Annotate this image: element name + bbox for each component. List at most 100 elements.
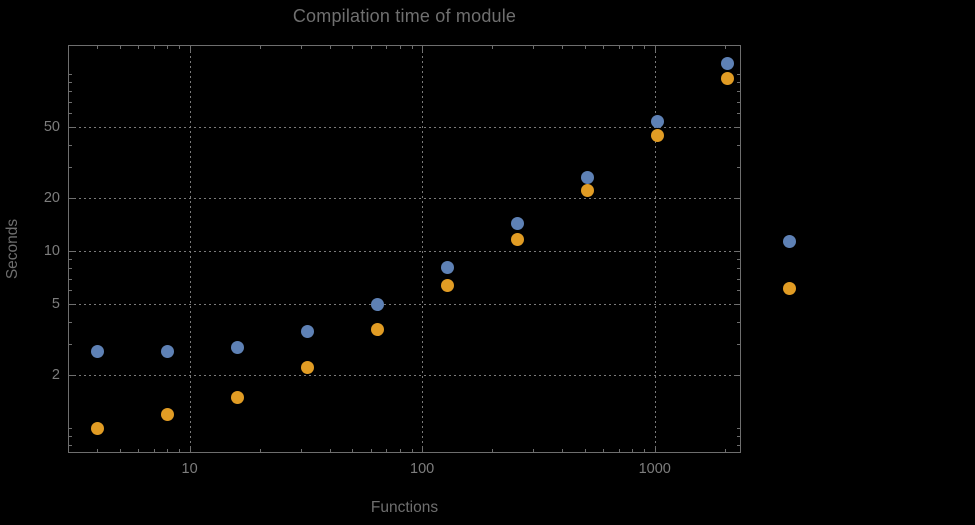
x-tick bbox=[154, 449, 155, 452]
y-tick-label: 20 bbox=[43, 189, 60, 206]
x-tick bbox=[386, 449, 387, 452]
y-tick bbox=[69, 375, 75, 376]
data-point-series-blue bbox=[230, 341, 244, 355]
x-tick bbox=[400, 449, 401, 452]
x-tick-mirror bbox=[492, 46, 493, 49]
x-tick-label: 1000 bbox=[638, 461, 671, 477]
y-tick-mirror bbox=[737, 436, 740, 437]
data-point-series-orange bbox=[720, 72, 734, 86]
data-point-series-blue bbox=[370, 297, 384, 311]
y-axis-label: Seconds bbox=[4, 218, 21, 280]
x-tick-mirror bbox=[97, 46, 98, 49]
y-tick bbox=[69, 279, 72, 280]
y-tick-mirror bbox=[734, 375, 740, 376]
y-tick-mirror bbox=[737, 113, 740, 114]
x-tick-mirror bbox=[585, 46, 586, 49]
x-tick-mirror bbox=[138, 46, 139, 49]
x-tick bbox=[330, 449, 331, 452]
data-point-series-orange bbox=[300, 361, 314, 375]
x-axis-label: Functions bbox=[370, 499, 439, 516]
x-tick bbox=[644, 449, 645, 452]
y-tick bbox=[69, 102, 72, 103]
x-tick bbox=[301, 449, 302, 452]
x-tick-mirror bbox=[533, 46, 534, 49]
y-tick-label: 50 bbox=[43, 119, 60, 136]
y-tick bbox=[69, 198, 75, 199]
y-tick-mirror bbox=[734, 127, 740, 128]
x-tick-mirror bbox=[619, 46, 620, 49]
legend-marker-series-orange bbox=[783, 282, 796, 295]
x-tick-mirror bbox=[167, 46, 168, 49]
y-tick bbox=[69, 127, 75, 128]
plot-frame bbox=[68, 45, 741, 453]
y-tick-mirror bbox=[737, 145, 740, 146]
data-point-series-orange bbox=[160, 407, 174, 421]
x-tick bbox=[371, 449, 372, 452]
x-tick bbox=[190, 446, 191, 452]
x-tick bbox=[492, 449, 493, 452]
x-tick bbox=[352, 449, 353, 452]
x-tick-mirror bbox=[120, 46, 121, 49]
y-gridline bbox=[69, 375, 740, 376]
x-tick bbox=[167, 449, 168, 452]
y-tick bbox=[69, 145, 72, 146]
x-tick-label: 10 bbox=[181, 461, 198, 477]
x-tick bbox=[603, 449, 604, 452]
x-tick-mirror bbox=[352, 46, 353, 49]
y-tick bbox=[69, 322, 72, 323]
y-tick bbox=[69, 113, 72, 114]
x-tick-mirror bbox=[179, 46, 180, 49]
x-gridline bbox=[190, 46, 191, 452]
data-point-series-blue bbox=[440, 260, 454, 274]
x-tick-mirror bbox=[371, 46, 372, 49]
y-tick bbox=[69, 91, 72, 92]
x-tick-mirror bbox=[632, 46, 633, 49]
legend-marker-series-blue bbox=[783, 235, 796, 248]
x-tick bbox=[585, 449, 586, 452]
y-tick-mirror bbox=[737, 82, 740, 83]
x-tick-mirror bbox=[400, 46, 401, 49]
y-tick-mirror bbox=[734, 198, 740, 199]
y-tick bbox=[69, 304, 75, 305]
y-tick-mirror bbox=[737, 279, 740, 280]
x-tick bbox=[655, 446, 656, 452]
y-gridline bbox=[69, 198, 740, 199]
x-gridline bbox=[422, 46, 423, 452]
x-tick-mirror bbox=[725, 46, 726, 49]
x-tick bbox=[619, 449, 620, 452]
data-point-series-blue bbox=[650, 114, 664, 128]
chart-title: Compilation time of module bbox=[292, 6, 517, 26]
x-gridline bbox=[655, 46, 656, 452]
data-point-series-blue bbox=[510, 217, 524, 231]
x-tick-mirror bbox=[644, 46, 645, 49]
x-tick bbox=[422, 446, 423, 452]
x-tick-mirror bbox=[386, 46, 387, 49]
y-gridline bbox=[69, 304, 740, 305]
x-tick bbox=[562, 449, 563, 452]
data-point-series-orange bbox=[370, 323, 384, 337]
y-tick bbox=[69, 268, 72, 269]
x-tick-mirror bbox=[422, 46, 423, 52]
y-gridline bbox=[69, 127, 740, 128]
y-tick bbox=[69, 428, 72, 429]
x-tick bbox=[412, 449, 413, 452]
x-tick-mirror bbox=[154, 46, 155, 49]
x-tick bbox=[632, 449, 633, 452]
y-tick-mirror bbox=[737, 445, 740, 446]
y-tick-label: 5 bbox=[51, 296, 60, 313]
y-tick bbox=[69, 251, 75, 252]
y-tick-label: 10 bbox=[43, 243, 60, 260]
y-tick bbox=[69, 344, 72, 345]
y-gridline bbox=[69, 251, 740, 252]
data-point-series-orange bbox=[90, 421, 104, 435]
y-tick-mirror bbox=[734, 304, 740, 305]
y-tick bbox=[69, 436, 72, 437]
y-tick bbox=[69, 290, 72, 291]
y-tick bbox=[69, 259, 72, 260]
y-tick-mirror bbox=[737, 167, 740, 168]
x-tick bbox=[97, 449, 98, 452]
x-tick-label: 100 bbox=[410, 461, 435, 477]
x-tick-mirror bbox=[260, 46, 261, 49]
x-tick bbox=[179, 449, 180, 452]
